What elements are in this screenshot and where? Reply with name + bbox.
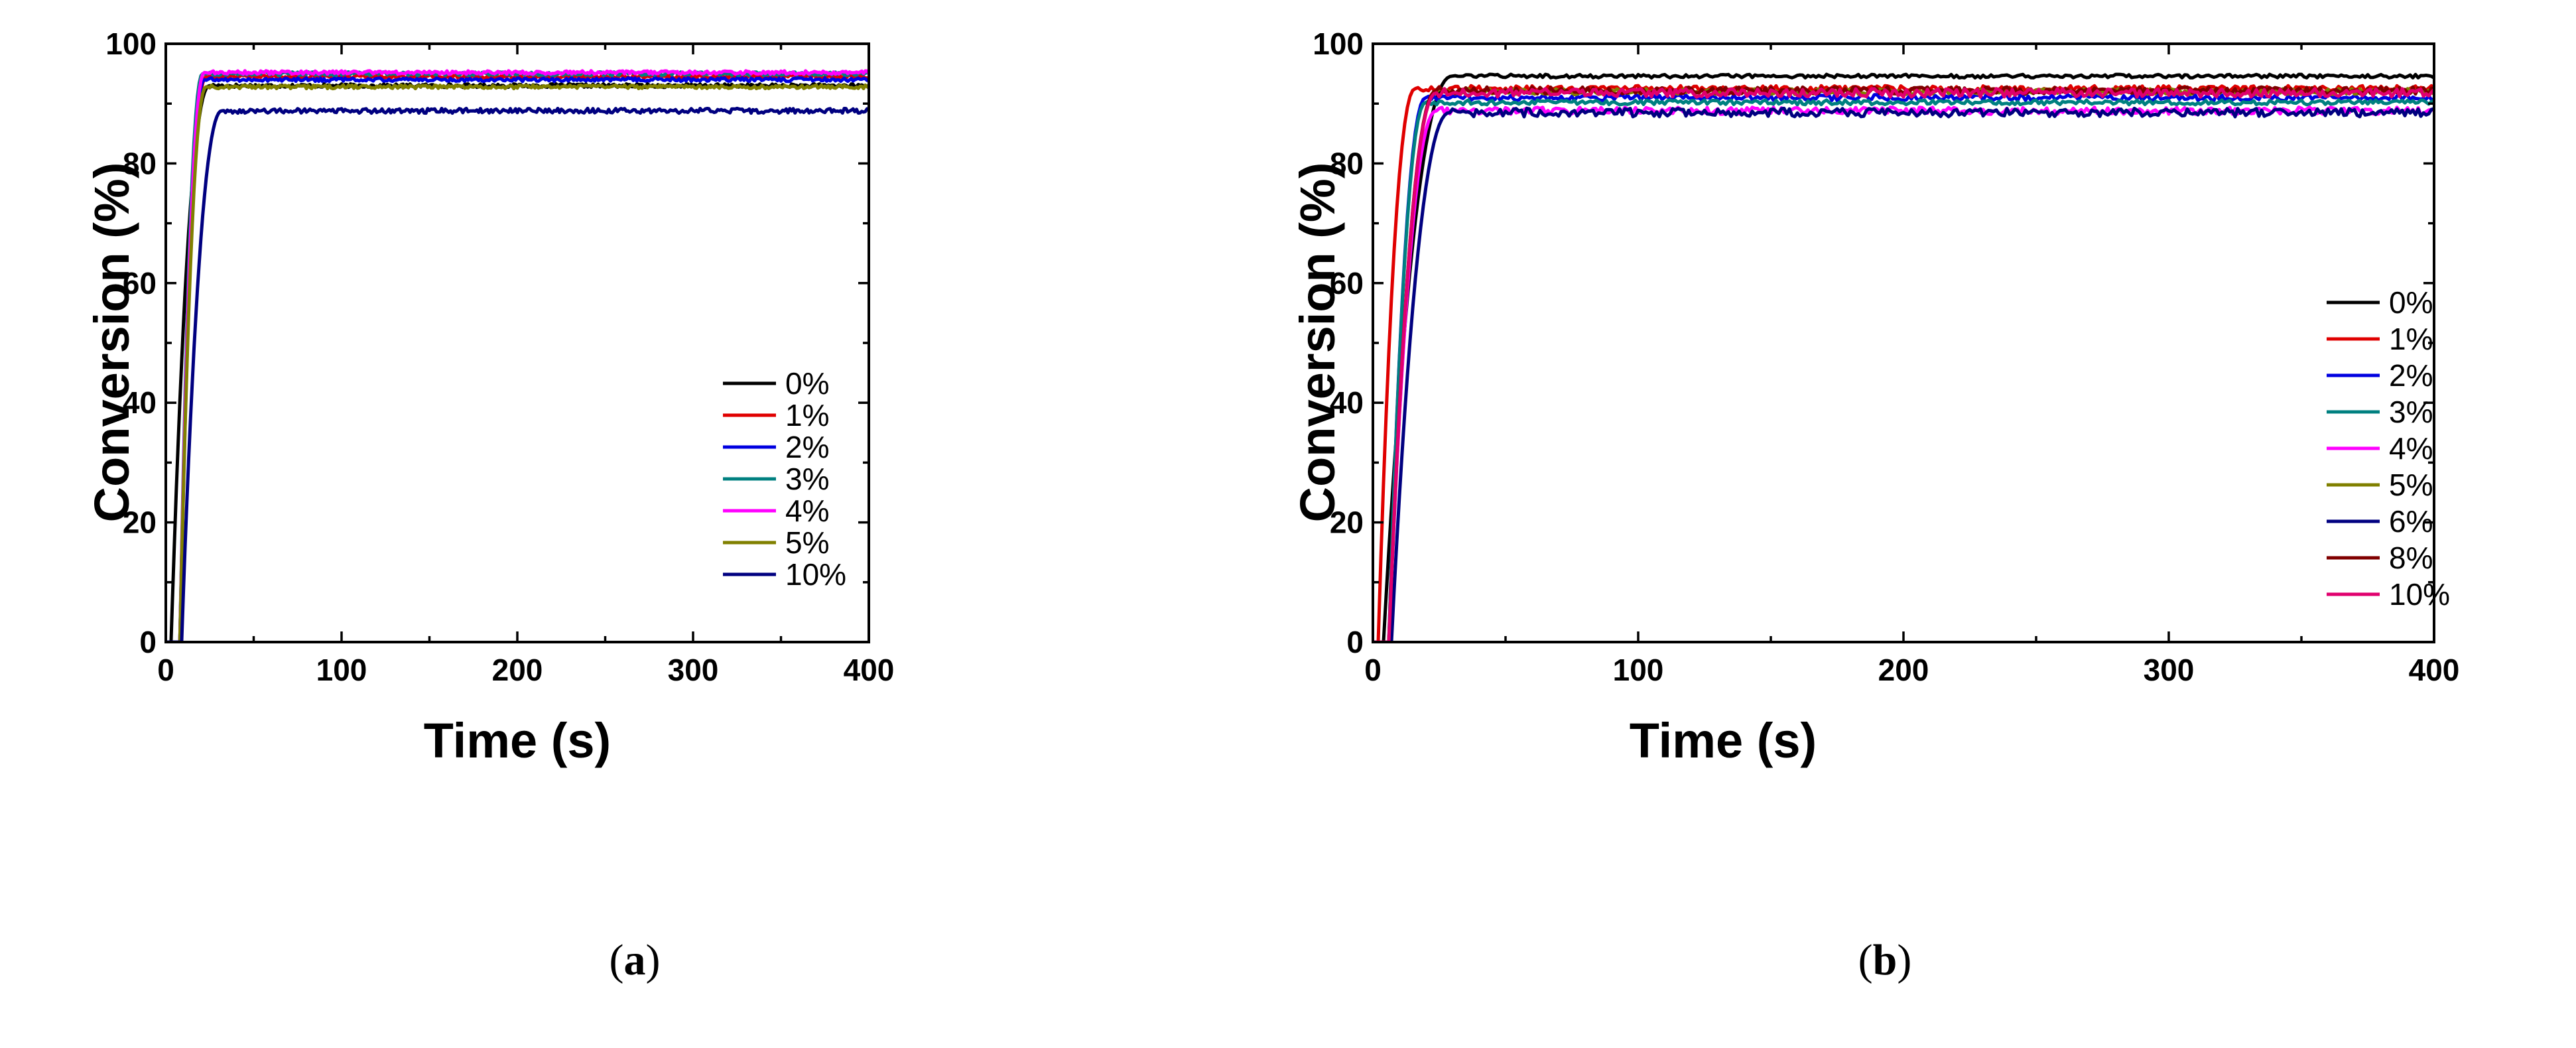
series-group xyxy=(1373,72,2434,642)
x-tick-label: 300 xyxy=(2144,653,2195,687)
y-tick-label: 0 xyxy=(1346,625,1364,659)
y-axis-label: Conversion (%) xyxy=(84,163,139,523)
caption-b-letter: b xyxy=(1872,936,1898,984)
y-tick-label: 0 xyxy=(139,625,157,659)
x-tick-label: 300 xyxy=(668,653,719,687)
legend: 0%1%2%3%4%5%10% xyxy=(723,366,846,592)
legend-label: 8% xyxy=(2389,541,2433,575)
caption-a-letter: a xyxy=(623,936,646,984)
series-line-10pct xyxy=(1373,87,2434,642)
x-tick-label: 0 xyxy=(1364,653,1382,687)
x-axis-label: Time (s) xyxy=(424,713,611,768)
chart-panel-b: 0 100 200 300 400 0 20 40 60 80 100 Time (s) Convers… xyxy=(1288,0,2576,1048)
series-line-1pct xyxy=(1373,84,2434,642)
series-line-4pct xyxy=(1373,105,2434,642)
caption-b: (b) xyxy=(1858,936,1912,984)
legend-label: 3% xyxy=(2389,395,2433,429)
y-tick-label: 40 xyxy=(1330,385,1364,420)
series-line-0pct xyxy=(1373,72,2434,642)
x-tick-label: 200 xyxy=(492,653,543,687)
x-tick-label: 400 xyxy=(844,653,895,687)
legend-label: 2% xyxy=(2389,358,2433,393)
chart-a: 0 100 200 300 400 0 20 40 60 80 100 Time (s) Convers… xyxy=(84,27,895,768)
series-line-3pct xyxy=(1373,98,2434,642)
series-line-2pct xyxy=(1373,93,2434,642)
x-tick-label: 200 xyxy=(1878,653,1929,687)
chart-b: 0 100 200 300 400 0 20 40 60 80 100 Time (s) Convers… xyxy=(1290,27,2460,768)
x-tick-label: 100 xyxy=(316,653,367,687)
legend-label: 0% xyxy=(2389,285,2433,320)
legend: 0%1%2%3%4%5%6%8%10% xyxy=(2327,285,2450,612)
series-line-0pct xyxy=(166,82,869,642)
y-axis-label: Conversion (%) xyxy=(1290,163,1345,523)
legend-label: 3% xyxy=(785,462,829,496)
x-axis-label: Time (s) xyxy=(1630,713,1817,768)
legend-label: 0% xyxy=(785,366,829,401)
y-tick-label: 20 xyxy=(123,505,157,540)
y-tick-label: 100 xyxy=(1313,27,1364,61)
x-tick-label: 100 xyxy=(1613,653,1664,687)
legend-label: 5% xyxy=(785,525,829,560)
caption-a: (a) xyxy=(609,936,661,984)
x-tick-label: 0 xyxy=(157,653,174,687)
legend-label: 1% xyxy=(785,398,829,432)
plot-frame xyxy=(1372,42,2435,643)
legend-label: 2% xyxy=(785,430,829,464)
series-group xyxy=(166,69,869,642)
series-line-2pct xyxy=(166,76,869,642)
series-line-3pct xyxy=(166,70,869,642)
legend-label: 10% xyxy=(785,557,846,592)
legend-label: 4% xyxy=(2389,431,2433,466)
plot-frame xyxy=(164,42,870,643)
legend-label: 6% xyxy=(2389,504,2433,539)
series-line-5pct xyxy=(166,83,869,642)
legend-label: 5% xyxy=(2389,468,2433,502)
series-line-1pct xyxy=(166,73,869,642)
y-tick-label: 80 xyxy=(123,146,157,180)
y-tick-label: 80 xyxy=(1330,146,1364,180)
y-tick-label: 20 xyxy=(1330,505,1364,540)
chart-panel-a: 0 100 200 300 400 0 20 40 60 80 100 Time (s) Convers… xyxy=(84,27,895,984)
series-line-8pct xyxy=(1373,85,2434,642)
legend-label: 10% xyxy=(2389,577,2450,612)
legend-label: 1% xyxy=(2389,322,2433,356)
series-line-10pct xyxy=(166,106,869,642)
y-tick-label: 40 xyxy=(123,385,157,420)
x-tick-label: 400 xyxy=(2409,653,2460,687)
y-tick-label: 100 xyxy=(105,27,157,61)
series-line-5pct xyxy=(1373,87,2434,642)
series-line-4pct xyxy=(166,69,869,642)
y-tick-label: 60 xyxy=(123,266,157,300)
y-tick-label: 60 xyxy=(1330,266,1364,300)
series-line-6pct xyxy=(1373,106,2434,642)
legend-label: 4% xyxy=(785,493,829,528)
